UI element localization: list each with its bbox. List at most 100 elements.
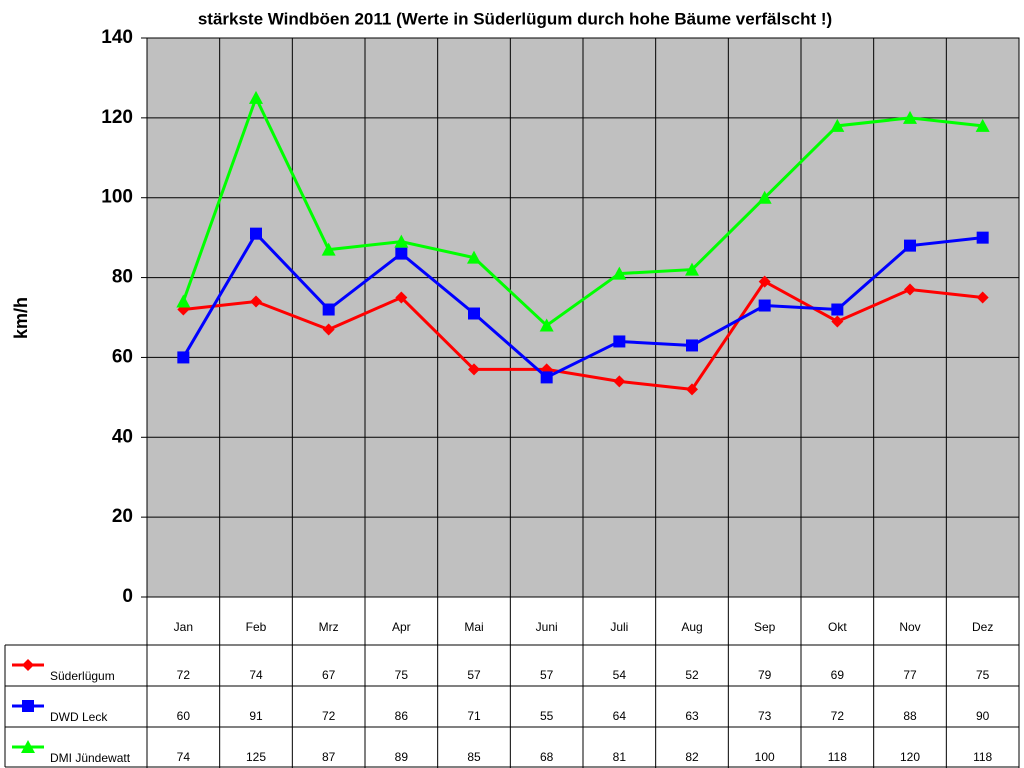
x-tick-label: Mai [464, 620, 483, 634]
marker [685, 262, 699, 276]
marker [540, 371, 553, 384]
marker [250, 227, 262, 240]
y-tick-label: 0 [122, 586, 133, 607]
series-line [183, 279, 983, 391]
table-value: 87 [322, 750, 336, 764]
table-value: 91 [249, 709, 263, 723]
marker [613, 335, 626, 348]
table-value: 72 [322, 709, 336, 723]
table-value: 75 [395, 668, 409, 682]
y-tick-label: 100 [101, 187, 133, 208]
table-value: 63 [685, 709, 699, 723]
marker [975, 118, 990, 132]
table-value: 60 [177, 709, 191, 723]
table-value: 55 [540, 709, 554, 723]
table-value: 72 [831, 709, 845, 723]
marker [395, 247, 408, 260]
table-value: 81 [613, 750, 627, 764]
marker [903, 110, 917, 124]
table-value: 57 [467, 668, 481, 682]
marker [613, 375, 626, 388]
x-tick-label: Dez [972, 620, 993, 634]
y-tick-label: 120 [101, 107, 133, 128]
x-tick-label: Mrz [319, 620, 339, 634]
table-value: 88 [903, 709, 917, 723]
marker [322, 303, 335, 316]
x-tick-label: Nov [899, 620, 920, 634]
table-value: 90 [976, 709, 990, 723]
plot-border [146, 37, 1020, 598]
table-value: 118 [828, 750, 847, 764]
table-value: 69 [831, 668, 845, 682]
y-tick-label: 40 [112, 426, 133, 447]
table-value: 100 [755, 750, 775, 764]
table-value: 79 [758, 668, 772, 682]
x-tick-label: Apr [392, 620, 411, 634]
table-value: 77 [903, 668, 917, 682]
series-line [182, 231, 983, 380]
marker [904, 239, 916, 252]
marker [758, 299, 771, 312]
y-tick-label: 140 [101, 27, 133, 48]
marker [612, 266, 627, 280]
marker [22, 659, 34, 671]
table-value: 85 [467, 750, 481, 764]
marker [976, 291, 989, 304]
table-value: 118 [973, 750, 992, 764]
marker [831, 315, 844, 328]
table-value: 125 [246, 750, 266, 764]
marker [21, 740, 35, 753]
table-value: 82 [685, 750, 699, 764]
table-value: 73 [758, 709, 772, 723]
table-value: 72 [177, 668, 191, 682]
marker [395, 291, 408, 304]
table-value: 120 [900, 750, 920, 764]
marker [250, 295, 262, 308]
marker [321, 242, 336, 256]
marker [831, 303, 844, 316]
table-value: 74 [177, 750, 191, 764]
marker [22, 700, 34, 712]
marker [176, 294, 191, 308]
table-value: 68 [540, 750, 554, 764]
y-tick-label: 80 [112, 267, 133, 288]
x-tick-label: Aug [681, 620, 702, 634]
table-value: 52 [685, 668, 699, 682]
x-tick-label: Jan [174, 620, 193, 634]
x-tick-label: Okt [828, 620, 847, 634]
marker [322, 323, 335, 336]
marker [467, 250, 481, 264]
x-tick-label: Sep [754, 620, 776, 634]
marker [468, 363, 480, 376]
legend-label: DMI Jündewatt [50, 751, 131, 765]
y-axis-label: km/h [11, 297, 31, 339]
table-value: 71 [467, 709, 481, 723]
table-value: 86 [395, 709, 409, 723]
x-tick-label: Juli [610, 620, 628, 634]
marker [976, 231, 989, 244]
legend-label: DWD Leck [50, 710, 108, 724]
marker [539, 318, 554, 332]
table-value: 64 [613, 709, 627, 723]
marker [249, 90, 263, 104]
marker [904, 283, 916, 296]
x-tick-label: Juni [536, 620, 558, 634]
marker [394, 234, 409, 248]
table-value: 74 [249, 668, 263, 682]
table-value: 75 [976, 668, 990, 682]
marker [468, 307, 480, 320]
chart-title: stärkste Windböen 2011 (Werte in Süderlü… [198, 9, 832, 28]
y-tick-label: 60 [112, 346, 133, 367]
x-tick-label: Feb [246, 620, 267, 634]
y-tick-label: 20 [112, 506, 133, 527]
table-value: 67 [322, 668, 336, 682]
marker [758, 275, 771, 288]
marker [177, 351, 190, 364]
series-line [181, 93, 983, 328]
table-value: 57 [540, 668, 554, 682]
marker [830, 118, 845, 132]
table-value: 54 [613, 668, 627, 682]
table-value: 89 [395, 750, 409, 764]
marker [686, 339, 698, 352]
